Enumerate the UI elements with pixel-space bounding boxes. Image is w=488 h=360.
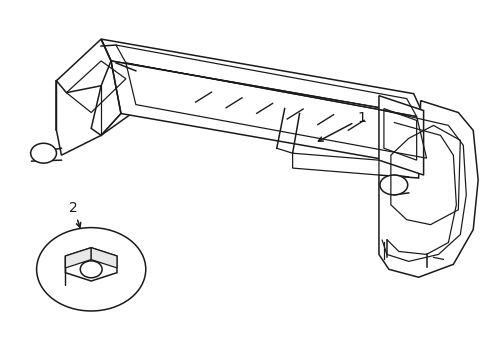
PathPatch shape	[378, 96, 423, 175]
Ellipse shape	[31, 143, 56, 163]
PathPatch shape	[56, 39, 111, 93]
PathPatch shape	[292, 153, 378, 175]
Text: 1: 1	[318, 112, 365, 141]
PathPatch shape	[111, 61, 433, 168]
PathPatch shape	[65, 248, 117, 281]
Ellipse shape	[37, 228, 145, 311]
Text: 2: 2	[69, 201, 81, 227]
Ellipse shape	[379, 175, 407, 195]
Ellipse shape	[80, 261, 102, 278]
PathPatch shape	[91, 248, 117, 268]
PathPatch shape	[101, 39, 423, 116]
PathPatch shape	[378, 100, 477, 277]
PathPatch shape	[56, 46, 136, 155]
PathPatch shape	[65, 248, 91, 268]
